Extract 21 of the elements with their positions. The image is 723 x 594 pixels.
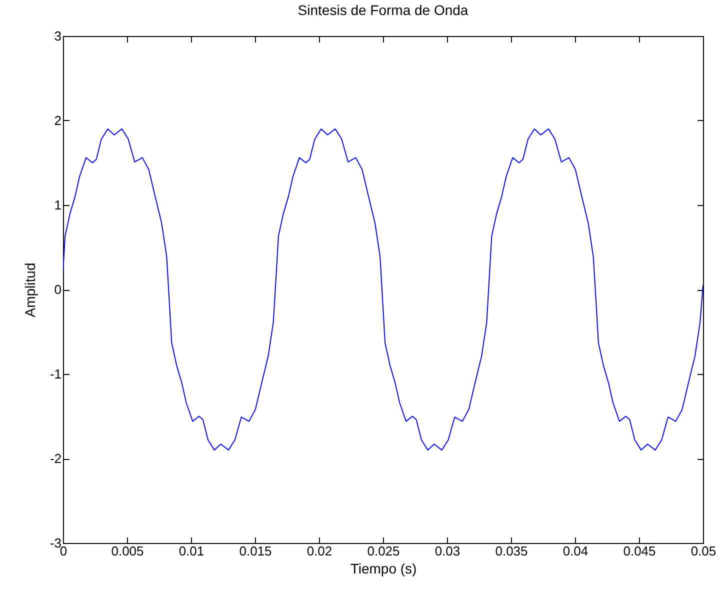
y-axis-title: Amplitud <box>22 262 38 318</box>
x-tick-label: 0.02 <box>306 544 332 558</box>
x-tick-label: 0.045 <box>623 544 656 558</box>
y-tick-label: -2 <box>50 451 62 466</box>
x-axis-title: Tiempo (s) <box>350 560 417 576</box>
y-tick-label: -3 <box>50 536 62 550</box>
x-tick-label: 0.015 <box>239 544 272 558</box>
x-tick-label: 0.025 <box>367 544 400 558</box>
y-tick-label: 1 <box>54 198 62 212</box>
x-tick-label: 0.01 <box>178 544 204 558</box>
line-series <box>63 128 703 451</box>
y-tick-label: 3 <box>54 28 62 44</box>
x-tick-label: 0.05 <box>690 544 716 558</box>
y-tick-label: 0 <box>54 282 62 297</box>
x-tick-label: 0.03 <box>434 544 460 558</box>
x-tick-label: 0.035 <box>495 544 528 558</box>
x-tick-label: 0.005 <box>111 544 144 558</box>
x-tick-label: 0.04 <box>562 544 588 558</box>
chart-title: Sintesis de Forma de Onda <box>298 2 468 18</box>
y-tick-label: 2 <box>54 113 62 128</box>
y-tick-label: -1 <box>50 366 62 382</box>
